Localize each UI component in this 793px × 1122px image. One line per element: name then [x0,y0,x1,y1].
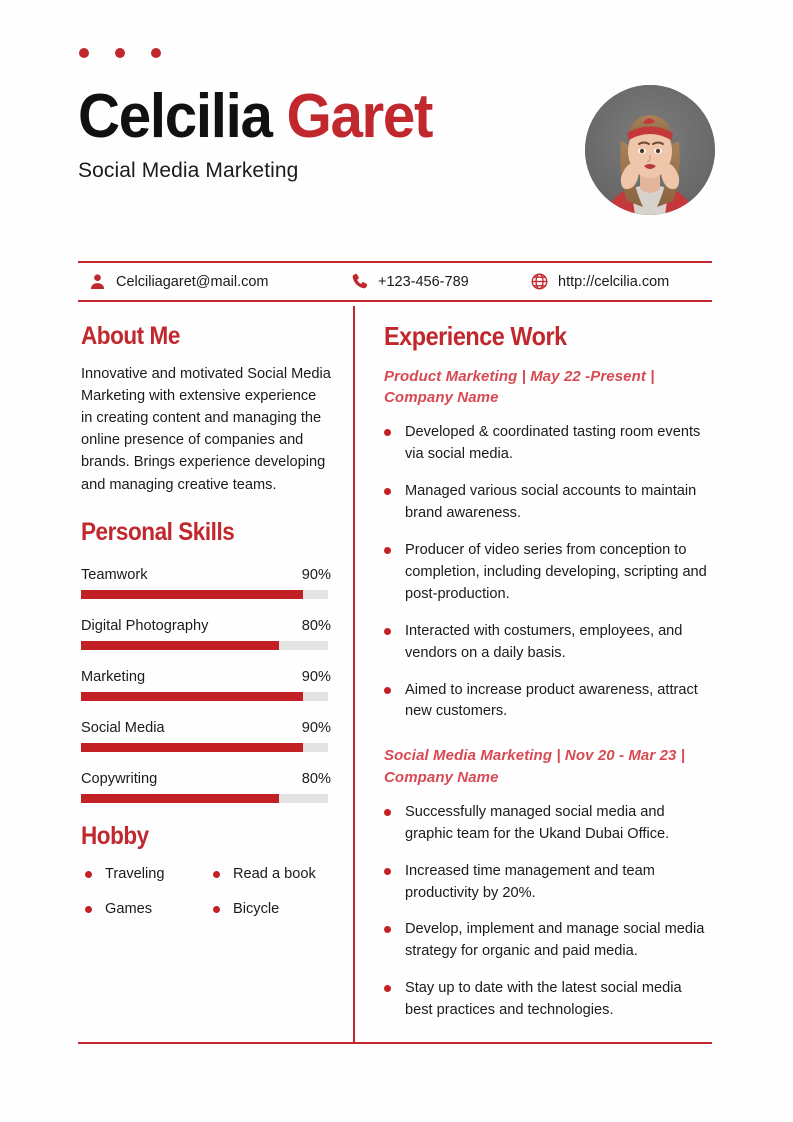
avatar [585,85,715,215]
dot-icon [151,48,161,58]
skill-item: Digital Photography 80% [81,618,331,650]
job-bullet: Develop, implement and manage social med… [384,919,712,963]
job-bullet: Managed various social accounts to maint… [384,481,712,525]
skill-label: Marketing [81,668,146,685]
bullet-icon [85,905,92,913]
skill-bar-track [81,640,328,650]
contact-email-text: Celciliagaret@mail.com [116,273,269,290]
job-bullet: Successfully managed social media and gr… [384,802,712,846]
bullet-icon [85,870,92,878]
portrait-photo-icon [585,85,715,215]
decorative-dots [79,48,161,58]
skill-percent: 80% [301,617,331,634]
job-bullets: Successfully managed social media and gr… [384,802,712,1022]
skill-bar-track [81,691,328,701]
skill-label: Copywriting [81,770,158,787]
skills-heading: Personal Skills [81,517,235,546]
about-heading: About Me [81,322,180,350]
header: Celcilia Garet Social Media Marketing [78,85,715,225]
hobby-label: Read a book [233,866,316,883]
skill-item: Social Media 90% [81,720,331,752]
job-title: Social Media Marketing | Nov 20 - Mar 23… [384,747,686,786]
job-title: Product Marketing | May 22 -Present | Co… [384,367,655,407]
first-name: Celcilia [78,82,273,151]
bottom-rule [78,1042,712,1044]
skill-bar-track [81,793,328,803]
hobby-label: Traveling [105,866,165,883]
job-bullet: Interacted with costumers, employees, an… [384,621,712,665]
job-subtitle: Social Media Marketing [78,159,299,183]
hobby-heading: Hobby [81,821,149,850]
contact-email[interactable]: Celciliagaret@mail.com [78,272,350,291]
skill-bar-fill [81,691,304,701]
contact-website[interactable]: http://celcilia.com [530,272,712,291]
job-bullet: Producer of video series from conception… [384,540,712,606]
skill-item: Teamwork 90% [81,567,331,599]
job-bullet: Developed & coordinated tasting room eve… [384,422,712,466]
skill-bar-fill [81,640,279,650]
column-divider [353,306,355,1043]
skill-bar-track [81,742,328,752]
skill-percent: 90% [301,566,331,583]
globe-icon [531,273,548,290]
hobby-label: Games [105,901,153,918]
skills-list: Teamwork 90% Digital Photography 80% [81,567,331,803]
left-column: About Me Innovative and motivated Social… [81,322,331,917]
contact-phone-text: +123-456-789 [378,273,469,290]
user-icon [90,274,105,290]
job-bullets: Developed & coordinated tasting room eve… [384,422,712,723]
contact-phone[interactable]: +123-456-789 [350,272,530,291]
experience-heading: Experience Work [384,321,567,351]
skill-label: Teamwork [81,566,148,583]
experience-job: Product Marketing | May 22 -Present | Co… [384,366,712,723]
hobby-item: Bicycle [209,901,331,917]
skill-bar-fill [81,742,304,752]
skill-bar-fill [81,793,279,803]
hobby-label: Bicycle [233,901,280,918]
job-bullet: Stay up to date with the latest social m… [384,978,712,1022]
dot-icon [79,48,89,58]
experience-job: Social Media Marketing | Nov 20 - Mar 23… [384,745,712,1022]
contact-bar: Celciliagaret@mail.com +123-456-789 http… [78,261,712,302]
full-name: Celcilia Garet [78,82,433,151]
skill-percent: 80% [301,770,331,787]
skill-label: Social Media [81,719,165,736]
bullet-icon [213,905,220,913]
job-bullet: Increased time management and team produ… [384,861,712,905]
about-text: Innovative and motivated Social Media Ma… [81,365,331,493]
job-bullet: Aimed to increase product awareness, att… [384,680,712,724]
bullet-icon [213,870,220,878]
contact-website-text: http://celcilia.com [558,273,670,290]
skill-item: Marketing 90% [81,669,331,701]
phone-icon [352,273,368,289]
skill-item: Copywriting 80% [81,771,331,803]
skill-bar-fill [81,589,304,599]
right-column: Experience Work Product Marketing | May … [384,321,712,1022]
skill-percent: 90% [301,668,331,685]
dot-icon [115,48,125,58]
hobby-item: Games [81,901,209,917]
hobby-list: Traveling Read a book Games Bicycle [81,866,331,917]
skill-bar-track [81,589,328,599]
name-block: Celcilia Garet Social Media Marketing [78,85,455,183]
hobby-item: Traveling [81,866,209,882]
skill-percent: 90% [301,719,331,736]
last-name: Garet [286,82,433,151]
skill-label: Digital Photography [81,617,209,634]
hobby-item: Read a book [209,866,331,882]
